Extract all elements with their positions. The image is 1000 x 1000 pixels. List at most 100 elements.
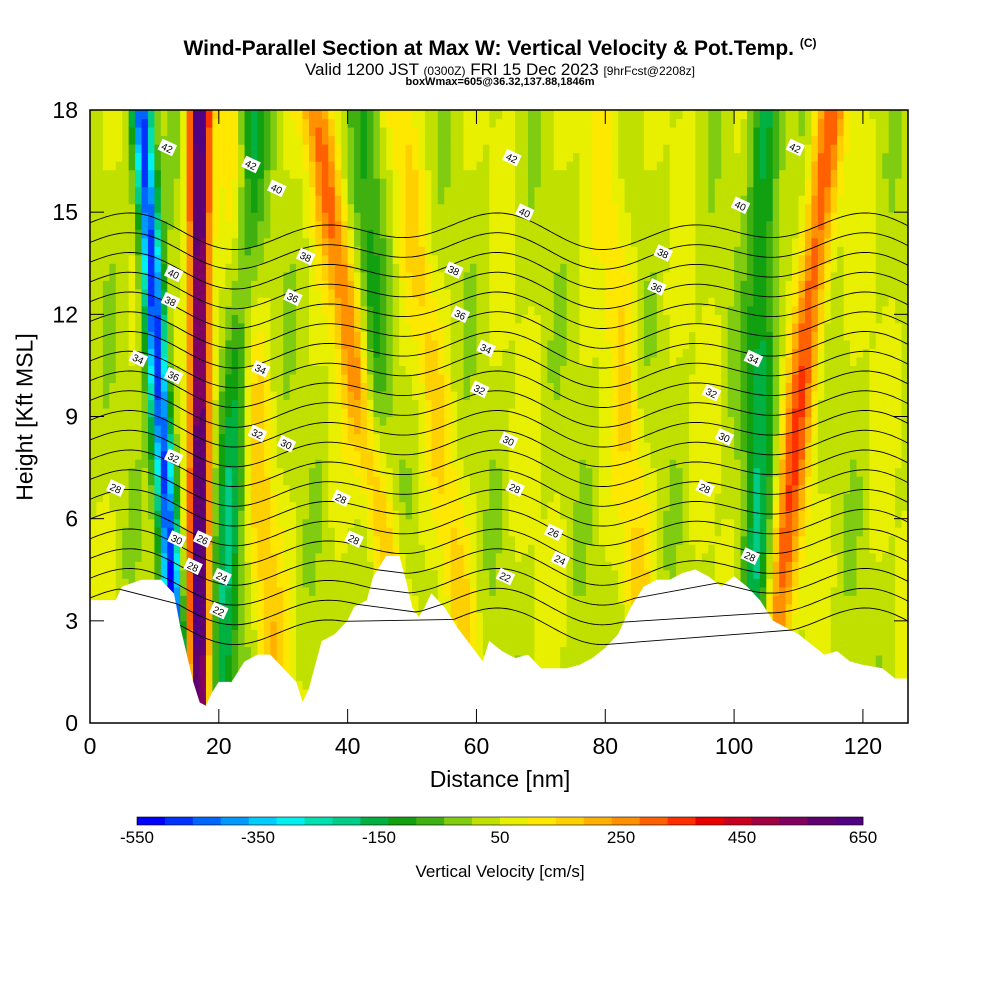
field-cell — [302, 433, 310, 443]
field-cell — [263, 348, 271, 358]
field-cell — [109, 586, 117, 596]
field-cell — [128, 365, 136, 375]
field-cell — [495, 305, 503, 315]
field-cell — [186, 144, 194, 154]
field-cell — [418, 544, 426, 554]
field-cell — [463, 578, 471, 588]
field-cell — [386, 373, 394, 384]
field-cell — [218, 152, 226, 162]
field-cell — [251, 297, 259, 307]
field-cell — [225, 654, 233, 665]
field-cell — [102, 578, 110, 588]
field-cell — [154, 203, 162, 213]
field-cell — [444, 280, 452, 290]
field-cell — [328, 212, 336, 222]
field-cell — [444, 561, 452, 571]
field-cell — [289, 654, 297, 665]
field-cell — [257, 263, 265, 273]
field-cell — [96, 212, 104, 222]
field-cell — [386, 365, 394, 375]
field-cell — [199, 297, 207, 307]
field-cell — [328, 144, 336, 154]
field-cell — [489, 442, 497, 452]
field-cell — [296, 425, 304, 435]
field-cell — [444, 161, 452, 171]
field-cell — [186, 220, 194, 230]
field-cell — [109, 331, 117, 341]
field-cell — [444, 127, 452, 137]
field-cell — [308, 425, 317, 435]
field-cell — [186, 254, 194, 264]
field-cell — [399, 416, 407, 426]
field-cell — [521, 595, 529, 605]
field-cell — [521, 637, 529, 647]
field-cell — [437, 212, 445, 222]
field-cell — [399, 467, 407, 477]
field-cell — [90, 339, 98, 349]
field-cell — [418, 450, 426, 460]
field-cell — [399, 186, 407, 196]
field-cell — [186, 373, 194, 384]
field-cell — [205, 203, 213, 213]
field-cell — [347, 467, 355, 477]
field-cell — [386, 518, 394, 528]
field-cell — [508, 450, 516, 460]
field-cell — [212, 510, 220, 520]
field-cell — [431, 280, 439, 290]
field-cell — [463, 510, 471, 520]
field-cell — [173, 331, 181, 341]
field-cell — [470, 620, 478, 630]
field-cell — [386, 280, 394, 290]
field-cell — [251, 484, 259, 494]
field-cell — [347, 569, 355, 579]
field-cell — [437, 280, 445, 290]
field-cell — [193, 263, 201, 273]
field-cell — [231, 186, 239, 196]
field-cell — [225, 544, 233, 554]
field-cell — [386, 339, 394, 349]
field-cell — [135, 246, 143, 256]
field-cell — [315, 450, 323, 460]
field-cell — [167, 476, 175, 486]
field-cell — [463, 331, 471, 341]
field-cell — [334, 297, 342, 307]
field-cell — [495, 390, 503, 401]
field-cell — [257, 237, 265, 247]
field-cell — [315, 195, 323, 205]
field-cell — [437, 322, 445, 332]
field-cell — [218, 467, 226, 477]
field-cell — [399, 144, 407, 154]
field-cell — [102, 152, 110, 162]
field-cell — [424, 416, 432, 426]
field-cell — [437, 254, 445, 264]
field-cell — [128, 127, 136, 137]
field-cell — [392, 484, 400, 494]
field-cell — [225, 561, 233, 571]
field-cell — [218, 229, 226, 239]
field-cell — [296, 169, 304, 179]
field-cell — [90, 169, 98, 179]
field-cell — [495, 476, 503, 486]
field-cell — [296, 603, 304, 613]
field-cell — [302, 493, 310, 503]
field-cell — [463, 518, 471, 528]
field-cell — [218, 450, 226, 460]
field-cell — [193, 671, 201, 682]
field-cell — [457, 620, 465, 630]
field-cell — [141, 442, 149, 452]
field-cell — [431, 416, 439, 426]
field-cell — [521, 144, 529, 154]
field-cell — [366, 110, 375, 120]
field-cell — [205, 501, 213, 511]
field-cell — [205, 620, 213, 630]
field-cell — [251, 637, 259, 647]
field-cell — [141, 263, 149, 273]
field-cell — [199, 527, 207, 537]
field-cell — [205, 322, 213, 332]
field-cell — [135, 467, 143, 477]
field-cell — [315, 365, 323, 375]
field-cell — [147, 339, 156, 349]
field-cell — [489, 144, 497, 154]
field-cell — [296, 399, 304, 409]
field-cell — [418, 305, 426, 315]
